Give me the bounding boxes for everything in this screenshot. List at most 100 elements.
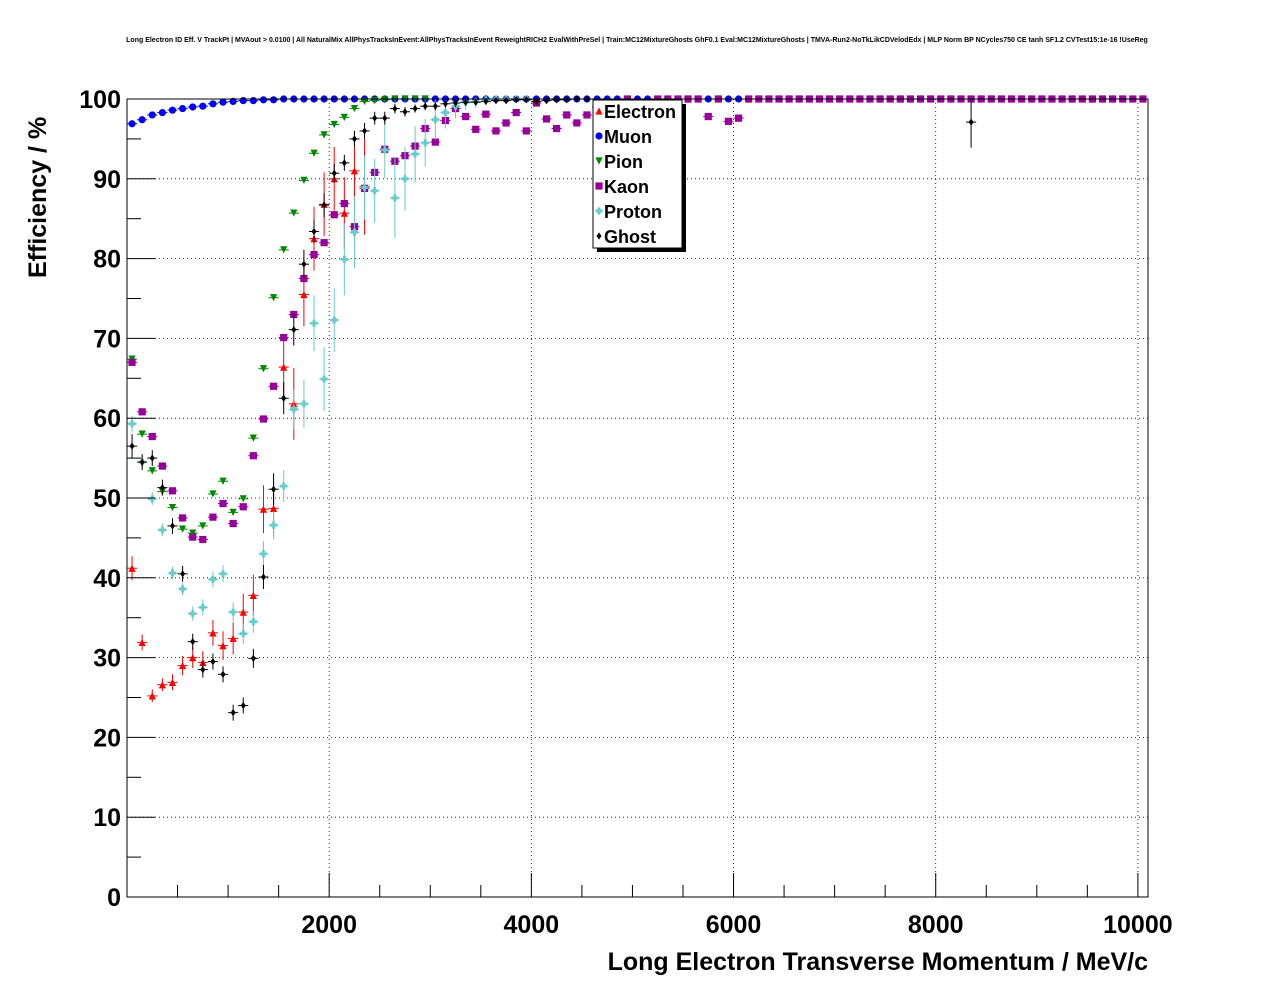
data-point [269,521,278,529]
data-point [178,585,187,593]
data-point [240,701,246,710]
legend-label-electron: Electron [604,102,676,122]
data-point [158,526,166,534]
data-point [382,114,388,122]
data-point [138,638,146,647]
data-point [411,150,419,158]
data-point [178,525,187,533]
data-point [229,608,237,616]
data-point [199,603,207,611]
data-point [259,550,268,558]
data-point [381,146,389,154]
data-point [239,503,247,511]
data-point [482,110,490,118]
data-point [473,98,479,106]
data-point [209,513,217,521]
data-point [453,99,459,107]
data-point [431,116,439,124]
y-tick-label: 40 [93,565,121,593]
data-point [148,495,156,503]
data-point [371,187,379,195]
data-point [249,96,257,105]
grid-lines [127,99,1148,897]
y-tick-label: 30 [93,645,121,673]
data-point [331,169,337,177]
data-point [340,209,348,217]
data-point [148,692,156,700]
x-tick-label: 8000 [908,911,964,939]
y-tick-label: 100 [79,86,121,114]
data-point [128,564,136,572]
data-point [239,630,247,638]
x-axis-label: Long Electron Transverse Momentum / MeV/… [608,948,1149,976]
data-point [372,114,378,122]
series-proton [127,95,532,645]
data-point [149,454,155,462]
data-point [432,102,438,110]
data-point [350,167,359,175]
data-point [138,116,146,124]
data-point [320,131,328,139]
data-point [330,120,338,129]
data-point [441,108,450,117]
y-tick-label: 80 [93,246,121,274]
data-point [199,522,207,530]
data-point [523,96,529,104]
data-point [402,108,408,116]
data-point [462,112,470,121]
data-point [199,102,207,110]
data-point [280,334,288,342]
data-point [249,618,257,626]
data-point [330,316,338,324]
data-point [178,104,187,113]
data-point [412,104,418,113]
data-point [219,477,227,485]
data-point [463,98,469,106]
legend-marker-pion [595,157,603,165]
data-point [148,111,156,119]
data-point [230,709,236,717]
data-point [300,290,308,299]
data-point [128,420,136,428]
legend-label-ghost: Ghost [604,227,656,247]
data-point [148,467,156,475]
data-point [320,239,328,247]
data-point [190,638,196,646]
data-point [168,487,177,495]
data-point [351,135,357,143]
data-point [158,681,166,689]
data-point [300,400,308,408]
data-point [300,176,308,184]
data-point [178,661,187,670]
data-point [483,97,489,105]
data-point [259,365,268,373]
data-point [209,575,217,583]
data-point [301,260,307,268]
data-point [311,227,317,236]
data-point [239,96,247,105]
data-point [269,382,278,390]
data-point [290,209,298,217]
data-point [158,108,166,117]
data-point [533,97,539,105]
data-point [350,228,359,236]
y-tick-label: 0 [107,884,121,912]
data-point [704,112,712,121]
data-point [472,125,480,133]
data-point [563,111,571,119]
data-point [219,642,227,650]
data-point [269,96,278,104]
y-tick-label: 10 [93,804,121,832]
data-point [209,490,217,498]
y-tick-label: 50 [93,485,121,513]
data-point [169,522,176,530]
data-point [269,294,278,302]
legend-marker-kaon [595,182,603,190]
data-point [178,514,187,522]
legend-marker-ghost [596,232,602,240]
chart-title: Long Electron ID Eff. V TrackPt | MVAout… [126,37,1148,44]
data-point [401,175,409,183]
data-point [220,670,226,678]
data-point [281,394,287,402]
data-point [210,657,216,666]
